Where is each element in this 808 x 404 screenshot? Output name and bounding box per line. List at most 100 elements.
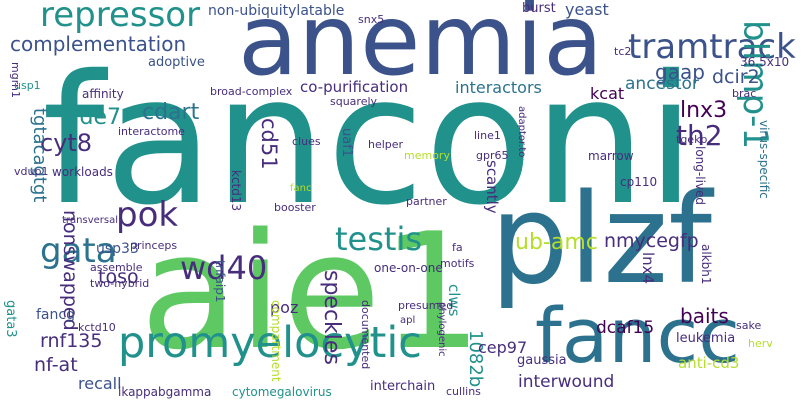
word-fanc: fanc (290, 183, 312, 194)
word-repressor: repressor (40, 0, 201, 35)
word-compartment: compartment (269, 300, 283, 382)
word-rnf135: rnf135 (40, 330, 103, 352)
word-gaussia: gaussia (517, 353, 567, 368)
word-motifs: motifs (440, 257, 475, 270)
word-snx5: snx5 (358, 13, 385, 26)
word-plzf: plzf (490, 168, 712, 312)
word-gaap: gaap (655, 60, 705, 84)
word-fancg: fancg (36, 307, 75, 323)
word-tgtacagtgt: tgtacagtgt (29, 108, 50, 203)
word-poz: poz (270, 298, 299, 317)
word-baits: baits (680, 304, 729, 328)
word-presumed: presumed (398, 299, 454, 312)
word-cullins: cullins (446, 385, 481, 398)
word-princeps: princeps (130, 239, 178, 252)
word-tgekp: tgekp (676, 133, 708, 146)
word-yeast: yeast (565, 0, 609, 19)
word-memory: memory (404, 149, 450, 162)
word-two-hybrid: two-hybrid (90, 277, 150, 290)
word-uaf1: uaf1 (339, 128, 354, 158)
word-co-purification: co-purification (300, 78, 409, 96)
word-cyt8: cyt8 (40, 129, 93, 157)
word-cep97: cep97 (478, 338, 528, 357)
word-tramtrack: tramtrack (628, 27, 796, 67)
word-workloads: workloads (52, 165, 113, 179)
word-fa: fa (452, 241, 463, 254)
word-documented: documented (359, 300, 372, 370)
word-promyelocytic: promyelocytic (118, 318, 422, 368)
word-mgrn1: mgrn1 (9, 62, 22, 98)
word-long-lived: long-lived (693, 146, 707, 205)
word-interactome: interactome (118, 125, 185, 138)
word-virus-specific: virus-specific (757, 120, 771, 199)
word-fancc: fancc (535, 291, 741, 380)
word-kctd13: kctd13 (229, 170, 243, 212)
word-clws: clws (445, 284, 463, 317)
word-non-ubiquitylatable: non-ubiquitylatable (208, 3, 345, 19)
word-booster: booster (274, 201, 316, 214)
word-lnx3: lnx3 (680, 98, 728, 123)
word-cytomegalovirus: cytomegalovirus (232, 385, 332, 399)
word-broad-complex: broad-complex (210, 85, 293, 98)
word-usp1: usp1 (14, 79, 41, 92)
word-ancestor: ancestor (625, 74, 699, 94)
word-phylogenic: phylogenic (436, 302, 447, 357)
word-aie1: aie1 (140, 198, 483, 385)
word-dcir2: dcir2 (712, 66, 760, 88)
word-cp110: cp110 (620, 175, 658, 189)
word-kctd10: kctd10 (78, 321, 116, 334)
word-adaptor.to: adaptor.to (516, 106, 527, 158)
word-gata3: gata3 (3, 300, 18, 338)
word-clues: clues (292, 135, 321, 148)
word-leukemia: leukemia (676, 331, 736, 346)
word-complementation: complementation (10, 32, 187, 56)
word-burst: burst (522, 1, 556, 16)
word-alkbh1: alkbh1 (699, 244, 713, 285)
word-helper: helper (368, 138, 404, 151)
word-adoptive: adoptive (148, 55, 205, 70)
word-transversal: transversal (62, 215, 119, 226)
word-th2: th2 (676, 119, 723, 152)
word-apl: apl (400, 315, 416, 326)
word-brac: brac (732, 87, 757, 100)
word-gata: gata (40, 231, 117, 271)
word-ub-amc: ub-amc (515, 230, 598, 255)
word-lnx4: lnx4 (639, 252, 657, 285)
word-pok: pok (116, 195, 179, 235)
word-herv: herv (748, 337, 773, 350)
word-affinity: affinity (82, 87, 124, 101)
word-one-on-one: one-on-one (374, 261, 443, 275)
word-anemia: anemia (238, 0, 604, 98)
word-line1: line1 (474, 129, 501, 142)
word-partner: partner (406, 195, 447, 208)
word-36.5x10: 36.5x10 (740, 55, 790, 69)
word-wd40: wd40 (180, 249, 268, 287)
word-kcat: kcat (590, 84, 625, 103)
word-anti-cd3: anti-cd3 (678, 354, 740, 372)
word-nonswapped: nonswapped (59, 210, 81, 331)
word-interwound: interwound (518, 372, 615, 392)
word-toso: toso (98, 266, 139, 288)
word-interchain: interchain (370, 379, 436, 394)
word-dcaf15: dcaf15 (596, 318, 655, 338)
word-marrow: marrow (588, 149, 634, 163)
word-ade7: ade7 (66, 105, 121, 130)
word-ikappabgamma: ikappabgamma (118, 385, 212, 399)
word-squarely: squarely (330, 95, 378, 108)
word-interactors: interactors (455, 78, 542, 97)
word-tc2: tc2 (614, 45, 632, 58)
word-sake: sake (736, 319, 762, 332)
word-cd51: cd51 (257, 118, 281, 170)
word-1082b: 1082b (465, 330, 486, 388)
word-assemble: assemble (90, 261, 143, 274)
word-gpr65: gpr65 (476, 149, 509, 162)
word-tnfaip1: tnfaip1 (213, 260, 227, 303)
word-cdart: cdart (142, 100, 200, 125)
word-speckles: speckles (319, 270, 344, 365)
word-usp33: usp33 (96, 241, 139, 257)
word-nf-at: nf-at (34, 354, 78, 376)
word-vdup1: vdup1 (14, 165, 49, 178)
word-fanconi: fanconi (42, 37, 696, 244)
word-recall: recall (78, 374, 122, 393)
